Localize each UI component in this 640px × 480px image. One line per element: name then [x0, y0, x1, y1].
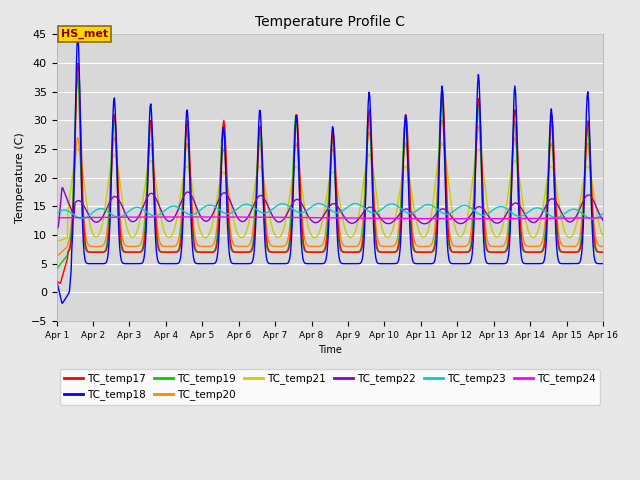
TC_temp21 [53, 238, 61, 244]
TC_temp17 [599, 249, 607, 255]
TC_temp20 [396, 210, 404, 216]
TC_temp17 [63, 256, 71, 262]
TC_temp17 [176, 245, 184, 251]
Line: TC_temp24: TC_temp24 [57, 217, 603, 219]
TC_temp18 [398, 216, 406, 222]
TC_temp24 [174, 214, 182, 220]
TC_temp23 [53, 211, 61, 216]
TC_temp24 [397, 216, 404, 221]
TC_temp24 [204, 214, 212, 220]
TC_temp19 [175, 245, 183, 251]
TC_temp20 [438, 118, 445, 123]
Line: TC_temp17: TC_temp17 [57, 63, 603, 283]
TC_temp22 [413, 216, 420, 222]
TC_temp23 [63, 207, 70, 213]
TC_temp24 [413, 216, 420, 221]
Line: TC_temp21: TC_temp21 [57, 143, 603, 241]
TC_temp19 [413, 249, 420, 255]
TC_temp23 [413, 208, 420, 214]
TC_temp23 [599, 211, 607, 216]
Line: TC_temp19: TC_temp19 [57, 75, 603, 269]
TC_temp20 [63, 245, 70, 251]
TC_temp19 [63, 253, 70, 259]
TC_temp18 [120, 261, 128, 266]
TC_temp18 [176, 258, 184, 264]
TC_temp18 [63, 293, 71, 299]
TC_temp22 [53, 227, 61, 232]
TC_temp18 [74, 32, 82, 37]
TC_temp19 [120, 249, 127, 254]
TC_temp20 [174, 238, 182, 244]
Line: TC_temp22: TC_temp22 [57, 188, 603, 229]
TC_temp17 [205, 249, 212, 255]
TC_temp20 [412, 242, 420, 248]
TC_temp22 [204, 218, 212, 224]
TC_temp23 [204, 203, 211, 208]
TC_temp23 [119, 213, 127, 219]
TC_temp21 [412, 217, 420, 223]
TC_temp19 [74, 72, 81, 78]
TC_temp21 [599, 233, 607, 239]
TC_temp22 [120, 206, 127, 212]
Line: TC_temp18: TC_temp18 [57, 35, 603, 303]
TC_temp19 [599, 249, 607, 255]
TC_temp24 [63, 215, 70, 221]
TC_temp22 [58, 185, 66, 191]
TC_temp17 [56, 280, 63, 286]
X-axis label: Time: Time [318, 345, 342, 355]
TC_temp23 [315, 201, 323, 206]
TC_temp23 [589, 216, 596, 222]
TC_temp17 [53, 278, 61, 284]
TC_temp20 [53, 252, 61, 258]
TC_temp17 [413, 249, 421, 255]
TC_temp23 [174, 204, 182, 210]
TC_temp21 [204, 234, 211, 240]
TC_temp24 [119, 215, 127, 220]
TC_temp21 [438, 140, 445, 146]
TC_temp23 [397, 206, 404, 212]
TC_temp17 [398, 204, 406, 209]
TC_temp21 [396, 185, 404, 191]
TC_temp17 [74, 60, 82, 66]
TC_temp19 [397, 206, 404, 212]
TC_temp18 [53, 278, 61, 284]
TC_temp22 [599, 217, 607, 223]
TC_temp21 [63, 235, 70, 241]
TC_temp22 [63, 197, 71, 203]
TC_temp24 [462, 216, 470, 222]
Line: TC_temp20: TC_temp20 [57, 120, 603, 255]
TC_temp24 [189, 214, 197, 220]
Line: TC_temp23: TC_temp23 [57, 204, 603, 219]
TC_temp21 [174, 208, 182, 214]
TC_temp20 [204, 243, 211, 249]
TC_temp18 [413, 261, 421, 266]
TC_temp18 [205, 261, 212, 266]
TC_temp19 [204, 249, 212, 255]
TC_temp21 [119, 201, 127, 207]
Text: HS_met: HS_met [61, 29, 108, 39]
TC_temp20 [119, 237, 127, 242]
Legend: TC_temp17, TC_temp18, TC_temp19, TC_temp20, TC_temp21, TC_temp22, TC_temp23, TC_: TC_temp17, TC_temp18, TC_temp19, TC_temp… [60, 369, 600, 405]
TC_temp24 [53, 215, 61, 221]
TC_temp22 [175, 204, 183, 210]
TC_temp17 [120, 249, 128, 254]
TC_temp24 [599, 215, 607, 221]
Title: Temperature Profile C: Temperature Profile C [255, 15, 405, 29]
TC_temp19 [53, 266, 61, 272]
TC_temp20 [599, 243, 607, 249]
TC_temp18 [599, 261, 607, 266]
TC_temp22 [397, 210, 404, 216]
TC_temp18 [58, 300, 66, 306]
Y-axis label: Temperature (C): Temperature (C) [15, 132, 25, 223]
